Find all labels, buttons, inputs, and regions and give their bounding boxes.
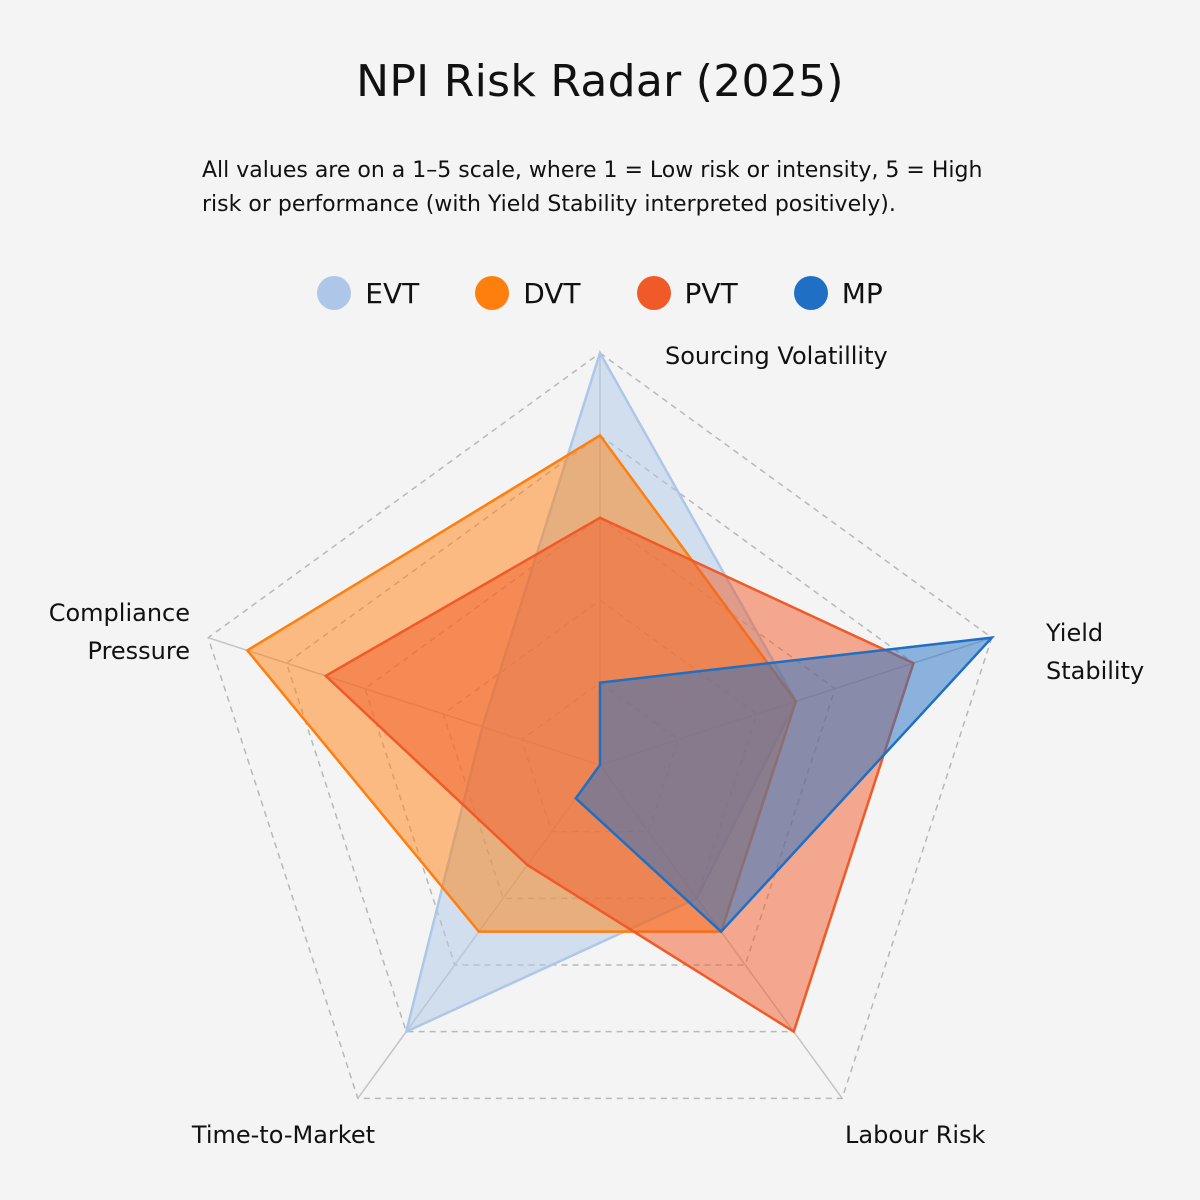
- axis-label-time-to-market: Time-to-Market: [191, 1121, 375, 1149]
- legend-label-pvt: PVT: [684, 276, 738, 310]
- legend-label-evt: EVT: [365, 276, 420, 310]
- legend-swatch-mp: [793, 276, 828, 310]
- chart-subtitle: All values are on a 1–5 scale, where 1 =…: [202, 158, 983, 217]
- legend-item-pvt[interactable]: PVT: [636, 276, 738, 310]
- series-mp-area[interactable]: [574, 636, 996, 934]
- grid-ring-4: [285, 434, 915, 1033]
- axis-label-compliance-pressure: Compliance Pressure: [49, 599, 190, 665]
- legend-swatch-dvt: [475, 276, 510, 310]
- legend-label-mp: MP: [841, 276, 883, 310]
- axis-label-sourcing-volatility: Sourcing Volatillity: [665, 342, 888, 370]
- chart-legend: EVT DVT PVT MP: [0, 276, 1200, 310]
- axis-label-yield-stability: Yield Stability: [1045, 619, 1144, 685]
- legend-item-mp[interactable]: MP: [793, 276, 883, 310]
- axis-labels: Sourcing Volatillity Yield Stability Labo…: [49, 342, 1144, 1149]
- chart-title: NPI Risk Radar (2025): [356, 56, 844, 107]
- grid-ring-5: [207, 352, 993, 1100]
- legend-swatch-pvt: [636, 276, 671, 310]
- legend-label-dvt: DVT: [523, 276, 581, 310]
- legend-swatch-evt: [317, 276, 352, 310]
- legend-item-evt[interactable]: EVT: [317, 276, 419, 310]
- axis-label-labour-risk: Labour Risk: [845, 1121, 986, 1149]
- radar-series: [245, 349, 996, 1034]
- legend-item-dvt[interactable]: DVT: [475, 276, 581, 310]
